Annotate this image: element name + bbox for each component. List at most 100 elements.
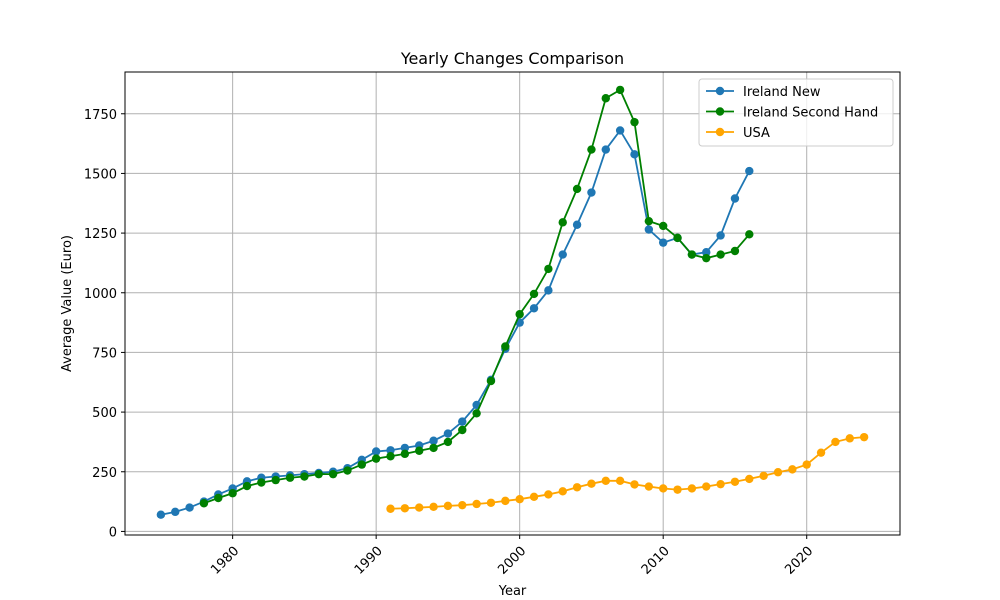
legend-swatch-marker [715, 86, 725, 96]
data-point-ireland-new [371, 447, 381, 456]
data-point-usa [572, 483, 582, 492]
legend-label: Ireland Second Hand [743, 106, 878, 121]
data-point-ireland-new [716, 231, 725, 240]
data-point-usa [630, 480, 639, 489]
data-point-ireland-second-hand [615, 85, 625, 95]
data-point-usa [415, 503, 424, 512]
data-point-ireland-second-hand [745, 230, 754, 239]
data-point-ireland-second-hand [486, 376, 496, 386]
data-point-ireland-new [601, 145, 610, 154]
data-point-usa [615, 476, 625, 486]
data-point-ireland-new [644, 225, 654, 234]
data-point-ireland-second-hand [687, 250, 697, 259]
data-point-ireland-second-hand [630, 117, 639, 127]
data-point-ireland-new [630, 150, 639, 159]
series-line-ireland-new [160, 128, 751, 516]
data-point-usa [658, 484, 668, 493]
data-point-ireland-second-hand [587, 145, 596, 154]
data-point-ireland-second-hand [242, 481, 252, 491]
data-point-ireland-second-hand [544, 264, 553, 274]
data-point-usa [673, 485, 682, 494]
data-point-usa [558, 487, 567, 496]
data-point-usa [587, 479, 596, 488]
x-tick-label: 2010 [639, 544, 673, 578]
data-point-ireland-second-hand [285, 473, 295, 482]
data-point-ireland-second-hand [702, 253, 711, 263]
data-point-ireland-second-hand [716, 250, 725, 259]
data-point-ireland-second-hand [572, 184, 582, 194]
x-tick-label: 1990 [352, 544, 386, 578]
data-point-ireland-second-hand [328, 469, 338, 479]
data-point-usa [544, 490, 553, 499]
data-point-ireland-new [185, 503, 194, 512]
data-point-ireland-new [458, 417, 467, 426]
data-point-usa [486, 498, 496, 507]
data-point-ireland-second-hand [214, 493, 223, 503]
data-point-ireland-second-hand [529, 289, 539, 299]
data-point-usa [644, 482, 654, 491]
series-line-usa [390, 436, 865, 510]
y-axis-label: Average Value (Euro) [60, 235, 75, 372]
data-point-usa [745, 474, 754, 484]
data-point-ireland-new [572, 220, 582, 229]
data-point-usa [759, 471, 768, 481]
data-point-ireland-second-hand [228, 489, 237, 498]
data-point-ireland-second-hand [300, 472, 309, 481]
data-point-usa [458, 500, 467, 510]
data-point-usa [773, 468, 783, 477]
x-axis-label: Year [498, 584, 527, 599]
data-point-usa [716, 479, 725, 489]
data-point-ireland-second-hand [199, 499, 209, 508]
data-point-ireland-new [745, 166, 754, 176]
data-point-ireland-second-hand [558, 218, 567, 227]
data-point-usa [443, 501, 453, 511]
data-point-usa [501, 496, 510, 506]
data-point-ireland-new [658, 238, 668, 247]
y-tick-label: 1750 [84, 108, 117, 123]
data-point-ireland-second-hand [501, 342, 510, 351]
legend: Ireland New Ireland Second Hand USA [698, 78, 894, 147]
data-point-usa [816, 448, 826, 457]
data-point-ireland-second-hand [386, 452, 395, 461]
data-point-usa [802, 460, 811, 469]
x-tick-label: 1980 [208, 544, 242, 578]
data-point-usa [702, 482, 711, 491]
y-tick-label: 1500 [84, 167, 117, 182]
data-point-ireland-new [615, 126, 625, 135]
data-point-ireland-second-hand [400, 449, 410, 459]
y-tick-label: 1250 [84, 227, 117, 242]
data-point-ireland-second-hand [644, 216, 654, 226]
data-point-ireland-second-hand [371, 454, 381, 463]
data-point-ireland-new [587, 188, 596, 197]
series-line-ireland-second-hand [203, 88, 750, 505]
y-tick-label: 250 [92, 466, 117, 481]
data-point-ireland-second-hand [314, 469, 323, 479]
data-point-usa [859, 432, 869, 442]
data-point-ireland-second-hand [673, 233, 682, 243]
x-tick-label: 2000 [495, 544, 529, 578]
legend-label: USA [743, 126, 770, 141]
data-point-ireland-second-hand [257, 478, 266, 487]
data-point-ireland-second-hand [472, 409, 481, 418]
data-point-usa [400, 504, 410, 513]
data-point-ireland-new [386, 446, 395, 455]
y-tick-label: 500 [92, 406, 117, 421]
data-point-ireland-second-hand [443, 437, 453, 447]
data-point-ireland-new [730, 194, 740, 203]
data-point-ireland-second-hand [343, 466, 352, 475]
data-point-ireland-second-hand [658, 221, 668, 231]
legend-label: Ireland New [743, 85, 821, 100]
y-tick-label: 750 [92, 346, 117, 361]
plot-series [156, 85, 869, 519]
data-point-ireland-new [544, 286, 553, 295]
data-point-ireland-second-hand [429, 443, 438, 453]
data-point-ireland-new [443, 429, 453, 438]
data-point-ireland-new [529, 304, 539, 313]
data-point-ireland-new [558, 250, 567, 259]
data-point-ireland-second-hand [271, 475, 280, 485]
data-point-usa [529, 492, 539, 502]
data-point-ireland-second-hand [730, 246, 740, 256]
data-point-ireland-new [429, 436, 438, 445]
data-point-usa [386, 504, 395, 513]
